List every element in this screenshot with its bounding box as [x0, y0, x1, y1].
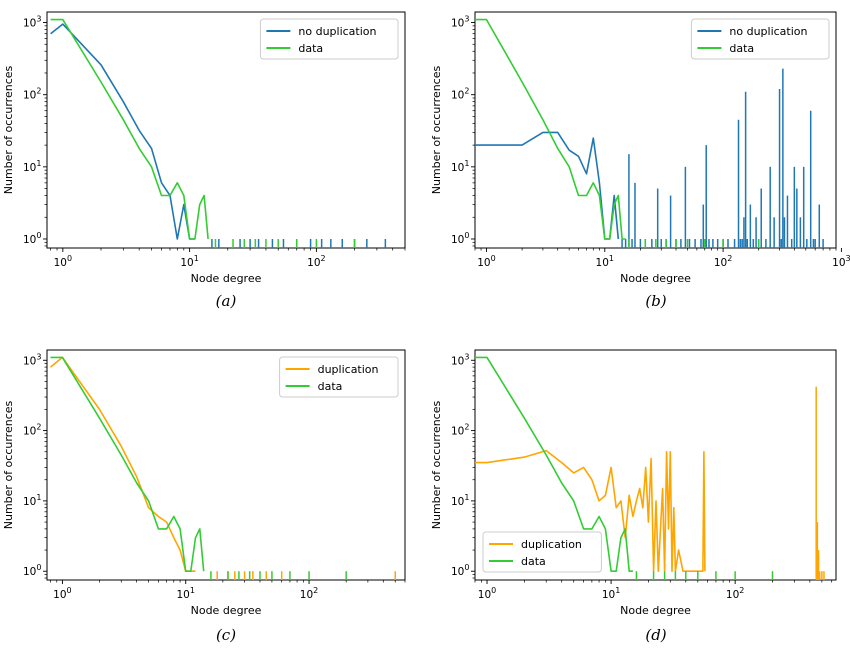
plot-area [50, 18, 387, 248]
x-axis-label: Node degree [191, 272, 262, 285]
panel-caption: (b) [645, 292, 666, 310]
series-line [475, 356, 633, 573]
x-axis-label: Node degree [620, 604, 691, 617]
panel-caption: (a) [216, 292, 237, 310]
y-tick-label: 102 [23, 87, 41, 102]
series-line [475, 449, 706, 573]
x-tick-label: 100 [477, 254, 495, 269]
x-tick-label: 100 [54, 254, 72, 269]
y-tick-label: 100 [451, 563, 469, 578]
y-tick-label: 101 [451, 493, 469, 508]
plot-area [49, 356, 396, 580]
plot-area [475, 18, 824, 248]
panel-2: 100 101 102 100 101 102 103 Node degree Number o… [2, 349, 406, 644]
legend-entry: data [729, 42, 754, 55]
series-line [49, 356, 196, 573]
x-tick-label: 100 [53, 586, 71, 601]
legend-entry: duplication [521, 538, 582, 551]
legend-box [259, 18, 399, 60]
series-line [475, 18, 626, 240]
legend-entry: no duplication [729, 25, 807, 38]
x-tick-label: 102 [300, 586, 318, 601]
x-tick-label: 102 [714, 254, 732, 269]
series-line [50, 18, 209, 240]
y-tick-label: 101 [23, 493, 41, 508]
y-axis-label: Number of occurrences [2, 65, 15, 194]
y-tick-label: 101 [451, 159, 469, 174]
y-tick-label: 100 [23, 231, 41, 246]
panel-caption: (c) [216, 626, 236, 644]
panel-3: 100 101 102 100 101 102 103 Node degree Number o… [430, 349, 837, 644]
x-tick-label: 103 [832, 254, 850, 269]
y-tick-label: 102 [23, 423, 41, 438]
y-axis-label: Number of occurrences [430, 400, 443, 529]
legend: duplication data [279, 356, 399, 398]
axes-frame [46, 11, 406, 249]
y-tick-label: 102 [451, 423, 469, 438]
legend-box [690, 18, 830, 60]
panel-1: 100 101 102 103 100 101 102 103 Node degree Numbe… [430, 11, 850, 310]
plot-area [475, 356, 825, 580]
y-tick-label: 102 [451, 87, 469, 102]
x-tick-label: 102 [307, 254, 325, 269]
axes-frame [474, 349, 837, 581]
y-tick-label: 103 [23, 352, 41, 367]
x-tick-label: 101 [176, 586, 194, 601]
legend: no duplication data [690, 18, 830, 60]
x-tick-label: 102 [726, 586, 744, 601]
y-tick-label: 101 [23, 159, 41, 174]
series-line [475, 131, 620, 240]
legend-entry: data [318, 380, 343, 393]
y-tick-label: 100 [23, 563, 41, 578]
series-line [50, 356, 205, 573]
panel-caption: (d) [645, 626, 666, 644]
legend-entry: duplication [318, 363, 379, 376]
y-axis-label: Number of occurrences [430, 65, 443, 194]
x-tick-label: 101 [596, 254, 614, 269]
y-tick-label: 100 [451, 231, 469, 246]
x-tick-label: 100 [478, 586, 496, 601]
y-tick-label: 103 [451, 15, 469, 30]
legend-entry: data [521, 555, 546, 568]
legend-entry: data [298, 42, 323, 55]
panel-0: 100 101 102 100 101 102 103 Node degree Number o… [2, 11, 406, 310]
x-axis-label: Node degree [620, 272, 691, 285]
y-tick-label: 103 [23, 15, 41, 30]
legend-entry: no duplication [298, 25, 376, 38]
axes-frame [46, 349, 406, 581]
x-axis-label: Node degree [191, 604, 262, 617]
y-tick-label: 103 [451, 352, 469, 367]
legend: no duplication data [259, 18, 399, 60]
x-tick-label: 101 [602, 586, 620, 601]
series-line [50, 23, 195, 240]
y-axis-label: Number of occurrences [2, 400, 15, 529]
x-tick-label: 101 [180, 254, 198, 269]
legend: duplication data [482, 531, 602, 573]
